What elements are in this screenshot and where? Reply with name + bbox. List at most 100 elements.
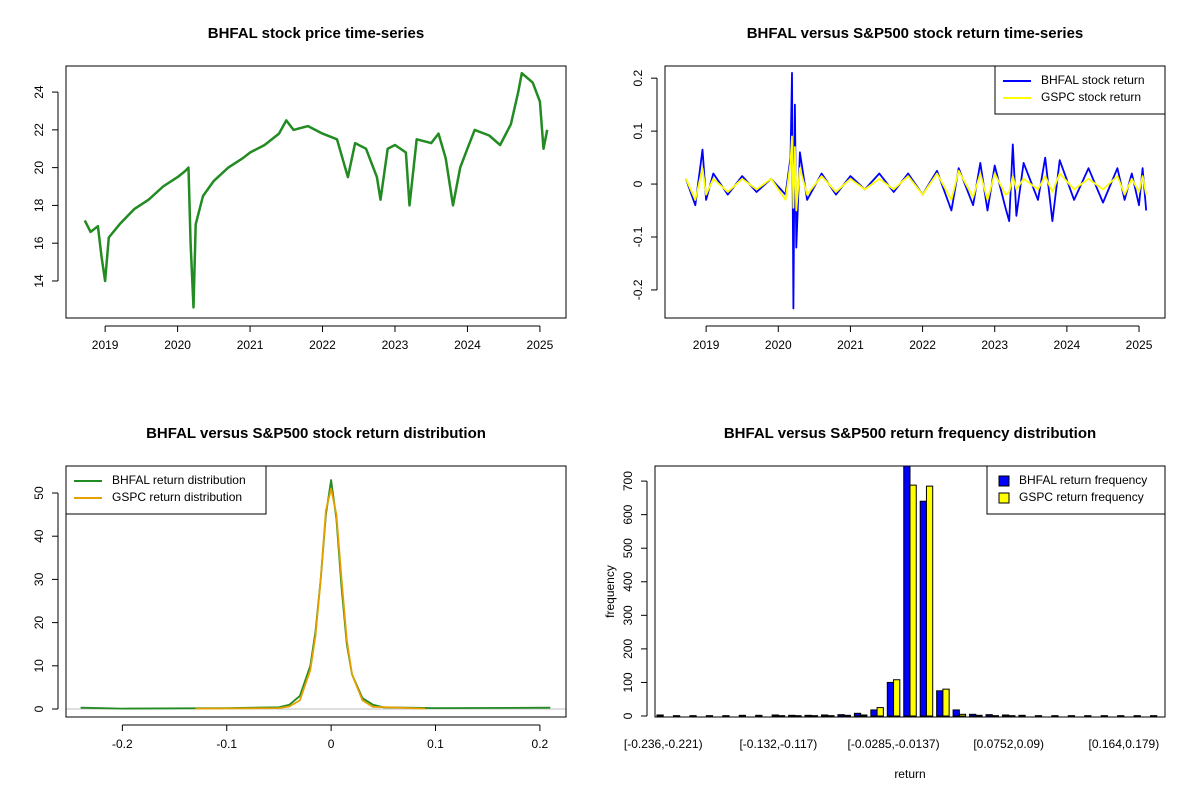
legend-label: BHFAL return distribution: [112, 473, 246, 487]
bar: [969, 713, 977, 717]
bar: [909, 484, 917, 717]
bar: [925, 485, 934, 717]
bar: [788, 714, 796, 717]
legend-label: GSPC return distribution: [112, 490, 242, 504]
legend-label: GSPC stock return: [1041, 90, 1141, 104]
bar: [936, 690, 944, 717]
y-tick-label: 0: [631, 180, 645, 187]
y-tick-label: 14: [32, 274, 46, 288]
legend-swatch: [998, 492, 1010, 504]
y-tick-label: 20: [32, 616, 46, 630]
x-tick-label: 0: [328, 737, 335, 751]
x-tick-label: 2025: [527, 338, 554, 352]
legend-label: BHFAL return frequency: [1019, 473, 1147, 487]
panel: BHFAL stock price time-series14161820222…: [32, 25, 567, 352]
y-tick-label: 0: [621, 712, 635, 719]
legend-label: BHFAL stock return: [1041, 73, 1145, 87]
legend-label: GSPC return frequency: [1019, 490, 1144, 504]
plot-frame: [664, 65, 1166, 319]
legend: BHFAL return distribution GSPC return dis…: [65, 465, 267, 515]
bar: [942, 688, 950, 717]
plot-frame: [65, 465, 567, 718]
bar: [903, 466, 911, 717]
bar: [843, 714, 851, 717]
y-tick-label: 0.1: [631, 122, 645, 139]
bar: [958, 713, 967, 717]
bar: [985, 714, 993, 717]
y-tick-label: 700: [621, 471, 635, 491]
bar: [886, 681, 895, 717]
y-tick-label: 40: [32, 529, 46, 543]
bar: [1018, 714, 1026, 717]
x-tick-label: 2023: [981, 338, 1008, 352]
y-tick-label: 22: [32, 123, 46, 137]
chart-title: BHFAL versus S&P500 stock return distrib…: [146, 425, 486, 442]
legend-box: [994, 65, 1166, 115]
y-tick-label: 600: [621, 504, 635, 524]
legend: BHFAL return frequency GSPC return freque…: [986, 465, 1166, 515]
x-tick-label: -0.1: [216, 737, 237, 751]
x-tick-label: 2024: [454, 338, 481, 352]
y-tick-label: 300: [621, 605, 635, 625]
bar: [820, 714, 829, 717]
y-tick-label: 50: [32, 486, 46, 500]
y-tick-label: 30: [32, 572, 46, 586]
y-tick-label: 0.2: [631, 70, 645, 87]
x-tick-label: 2020: [164, 338, 191, 352]
y-tick-label: 100: [621, 672, 635, 692]
panel: BHFAL versus S&P500 return frequency dis…: [603, 425, 1166, 781]
series-line: [83, 71, 549, 309]
x-tick-label: 2021: [837, 338, 864, 352]
chart-title: BHFAL stock price time-series: [208, 25, 424, 42]
plot-frame: [65, 65, 567, 319]
x-tick-label: 2021: [237, 338, 264, 352]
x-tick-label: [-0.236,-0.221): [624, 737, 703, 751]
bar: [860, 714, 868, 717]
series-line: [195, 487, 426, 710]
x-tick-label: [0.164,0.179): [1089, 737, 1160, 751]
x-tick-label: 2024: [1054, 338, 1081, 352]
x-axis-label: return: [894, 767, 925, 781]
bar: [738, 714, 746, 717]
chart-title: BHFAL versus S&P500 stock return time-se…: [747, 25, 1084, 42]
legend-box: [65, 465, 267, 515]
bar: [876, 707, 884, 717]
y-tick-label: 200: [621, 639, 635, 659]
x-tick-label: 2019: [693, 338, 720, 352]
x-tick-label: 0.1: [427, 737, 444, 751]
bar: [975, 714, 983, 717]
plot-area: [83, 71, 549, 309]
bar: [804, 714, 812, 717]
bar: [771, 714, 779, 717]
bar: [952, 709, 960, 717]
x-tick-label: -0.2: [112, 737, 133, 751]
bar: [919, 500, 927, 717]
x-tick-label: [-0.0285,-0.0137): [848, 737, 940, 751]
x-tick-label: 2020: [765, 338, 792, 352]
y-tick-label: 10: [32, 659, 46, 673]
legend-swatch: [998, 475, 1010, 487]
bar: [1001, 714, 1010, 717]
bar: [837, 714, 845, 717]
bar: [893, 679, 901, 717]
legend-box: [986, 465, 1166, 515]
plot-area: [685, 72, 1148, 310]
bar: [853, 712, 862, 717]
series-line: [685, 135, 1148, 212]
bar: [755, 714, 763, 717]
y-tick-label: 500: [621, 538, 635, 558]
bar: [656, 714, 664, 717]
y-tick-label: 0: [32, 705, 46, 712]
y-tick-label: -0.2: [631, 279, 645, 300]
y-tick-label: 400: [621, 571, 635, 591]
x-tick-label: [-0.132,-0.117): [739, 737, 817, 751]
y-tick-label: -0.1: [631, 226, 645, 247]
y-tick-label: 20: [32, 161, 46, 175]
y-tick-label: 18: [32, 198, 46, 212]
plot-frame: [654, 465, 1166, 718]
plot-area: [66, 479, 566, 710]
bar: [870, 709, 878, 717]
x-tick-label: 2022: [909, 338, 936, 352]
y-tick-label: 24: [32, 85, 46, 99]
x-tick-label: [0.0752,0.09): [973, 737, 1044, 751]
